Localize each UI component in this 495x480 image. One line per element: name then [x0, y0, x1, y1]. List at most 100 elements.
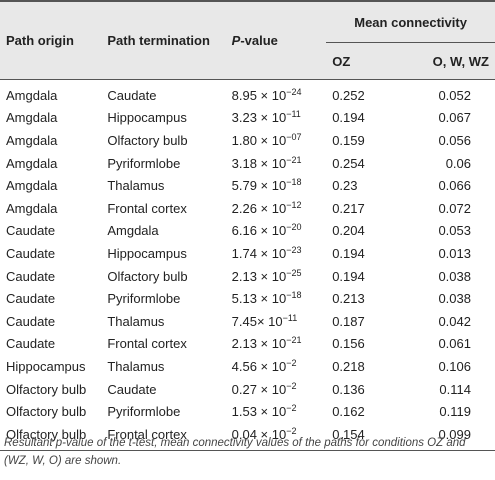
cell-path-termination: Frontal cortex — [107, 200, 187, 216]
p-value-mantissa: 3.18 × 10 — [231, 155, 287, 171]
cell-oz: 0.159 — [332, 132, 365, 148]
table-header: Path origin Path termination P-value Mea… — [0, 0, 495, 80]
cell-path-origin: Caudate — [6, 223, 56, 239]
p-value-mantissa: 2.13 × 10 — [231, 336, 287, 352]
cell-p-value: 2.13 × 10−25 — [232, 265, 327, 288]
cell-path-termination: Pyriformlobe — [107, 291, 181, 307]
p-value-exponent: −24 — [286, 86, 302, 97]
p-value-mantissa: 1.74 × 10 — [231, 245, 287, 261]
cell-o-w-wz: 0.06 — [445, 155, 471, 171]
cell-p-value: 5.79 × 10−18 — [232, 174, 327, 197]
cell-path-origin: Amgdala — [6, 132, 58, 148]
table-row: Caudate Frontal cortex 2.13 × 10−21 0.156 0.… — [0, 333, 495, 356]
p-value-mantissa: 5.13 × 10 — [231, 291, 287, 307]
cell-path-termination: Hippocampus — [107, 245, 187, 261]
table-row: Amgdala Pyriformlobe 3.18 × 10−21 0.254 0.06 — [0, 152, 495, 175]
header-p-value: P-value — [231, 0, 327, 79]
header-mean-connectivity: Mean connectivity — [326, 0, 495, 43]
cell-oz: 0.194 — [332, 245, 365, 261]
cell-path-origin: Hippocampus — [6, 358, 86, 374]
p-value-mantissa: 6.16 × 10 — [231, 223, 287, 239]
cell-p-value: 1.74 × 10−23 — [232, 242, 327, 265]
table-row: Amgdala Frontal cortex 2.26 × 10−12 0.217 0.… — [0, 197, 495, 220]
table-row: Olfactory bulb Caudate 0.27 × 10−2 0.136 0.1… — [0, 378, 495, 401]
p-value-exponent: −25 — [286, 267, 302, 278]
table-row: Caudate Thalamus 7.45× 10−11 0.187 0.042 — [0, 310, 495, 333]
p-value-exponent: −2 — [286, 403, 297, 414]
p-value-exponent: −11 — [282, 312, 298, 323]
header-path-termination: Path termination — [107, 0, 232, 79]
table-row: Amgdala Thalamus 5.79 × 10−18 0.23 0.066 — [0, 174, 495, 197]
header-row-secondary: OZ O, W, WZ — [0, 42, 495, 79]
cell-p-value: 3.18 × 10−21 — [232, 152, 327, 175]
cell-path-termination: Thalamus — [107, 358, 165, 374]
p-value-exponent: −21 — [286, 335, 302, 346]
header-p-value-italic: P — [231, 33, 241, 48]
header-row-primary: Path origin Path termination P-value Mea… — [0, 0, 495, 79]
cell-p-value: 2.26 × 10−12 — [232, 197, 327, 220]
cell-path-termination: Frontal cortex — [107, 422, 232, 451]
cell-o-w-wz: 0.053 — [438, 223, 471, 239]
p-value-mantissa: 1.80 × 10 — [231, 132, 287, 148]
p-value-exponent: −2 — [286, 380, 297, 391]
p-value-exponent: −2 — [286, 357, 297, 368]
p-value-mantissa: 0.04 × 10 — [231, 426, 287, 442]
p-value-exponent: −2 — [286, 425, 297, 436]
table-row: Hippocampus Thalamus 4.56 × 10−2 0.218 0.106 — [0, 355, 495, 378]
cell-path-termination: Pyriformlobe — [107, 404, 181, 420]
cell-o-w-wz: 0.067 — [438, 110, 471, 126]
table-row: Caudate Olfactory bulb 2.13 × 10−25 0.194 0.… — [0, 265, 495, 288]
cell-path-termination: Caudate — [107, 87, 157, 103]
cell-oz: 0.252 — [332, 87, 365, 103]
p-value-mantissa: 1.53 × 10 — [231, 404, 287, 420]
cell-path-origin: Olfactory bulb — [0, 422, 108, 451]
table-row: Amgdala Caudate 8.95 × 10−24 0.252 0.052 — [0, 80, 495, 107]
p-value-exponent: −11 — [286, 109, 301, 120]
cell-path-termination: Pyriformlobe — [107, 155, 181, 171]
p-value-mantissa: 3.23 × 10 — [231, 110, 287, 126]
cell-p-value: 1.53 × 10−2 — [232, 400, 327, 423]
cell-path-origin: Caudate — [6, 245, 56, 261]
cell-path-origin: Amgdala — [6, 200, 58, 216]
cell-path-termination: Thalamus — [107, 313, 165, 329]
cell-path-origin: Amgdala — [6, 87, 58, 103]
table-row: Caudate Pyriformlobe 5.13 × 10−18 0.213 0.03… — [0, 287, 495, 310]
cell-oz: 0.156 — [332, 336, 365, 352]
p-value-mantissa: 4.56 × 10 — [231, 358, 287, 374]
cell-p-value: 8.95 × 10−24 — [232, 80, 327, 107]
cell-o-w-wz: 0.061 — [438, 336, 471, 352]
p-value-exponent: −20 — [286, 222, 302, 233]
cell-p-value: 7.45× 10−11 — [232, 310, 327, 333]
cell-oz: 0.154 — [326, 422, 404, 451]
header-oz: OZ — [326, 42, 404, 79]
p-value-mantissa: 2.26 × 10 — [231, 200, 287, 216]
cell-o-w-wz: 0.119 — [439, 404, 471, 420]
cell-path-origin: Caudate — [6, 268, 56, 284]
table-body: Amgdala Caudate 8.95 × 10−24 0.252 0.052 Amgd… — [0, 80, 495, 451]
table-row: Caudate Amgdala 6.16 × 10−20 0.204 0.053 — [0, 220, 495, 243]
cell-p-value: 2.13 × 10−21 — [232, 333, 327, 356]
cell-path-origin: Amgdala — [6, 110, 58, 126]
cell-p-value: 4.56 × 10−2 — [232, 355, 327, 378]
cell-oz: 0.162 — [332, 404, 365, 420]
header-p-value-rest: -value — [240, 33, 278, 48]
cell-oz: 0.136 — [332, 381, 365, 397]
cell-o-w-wz: 0.114 — [439, 381, 471, 397]
header-o-w-wz: O, W, WZ — [403, 42, 495, 79]
p-value-mantissa: 8.95 × 10 — [231, 87, 287, 103]
cell-oz: 0.194 — [332, 110, 365, 126]
cell-path-origin: Amgdala — [6, 178, 58, 194]
table-caption: Resultant p-value of the t-test, mean co… — [4, 437, 466, 467]
cell-oz: 0.218 — [332, 358, 365, 374]
cell-o-w-wz: 0.042 — [438, 313, 471, 329]
cell-path-termination: Amgdala — [107, 223, 159, 239]
cell-path-termination: Frontal cortex — [107, 336, 187, 352]
cell-p-value: 1.80 × 10−07 — [232, 129, 327, 152]
cell-o-w-wz: 0.072 — [438, 200, 471, 216]
cell-o-w-wz: 0.099 — [403, 422, 495, 451]
connectivity-table: Path origin Path termination P-value Mea… — [0, 0, 495, 451]
header-path-origin: Path origin — [0, 0, 108, 79]
p-value-mantissa: 2.13 × 10 — [231, 268, 287, 284]
table-row: Olfactory bulb Pyriformlobe 1.53 × 10−2 0.1… — [0, 400, 495, 423]
